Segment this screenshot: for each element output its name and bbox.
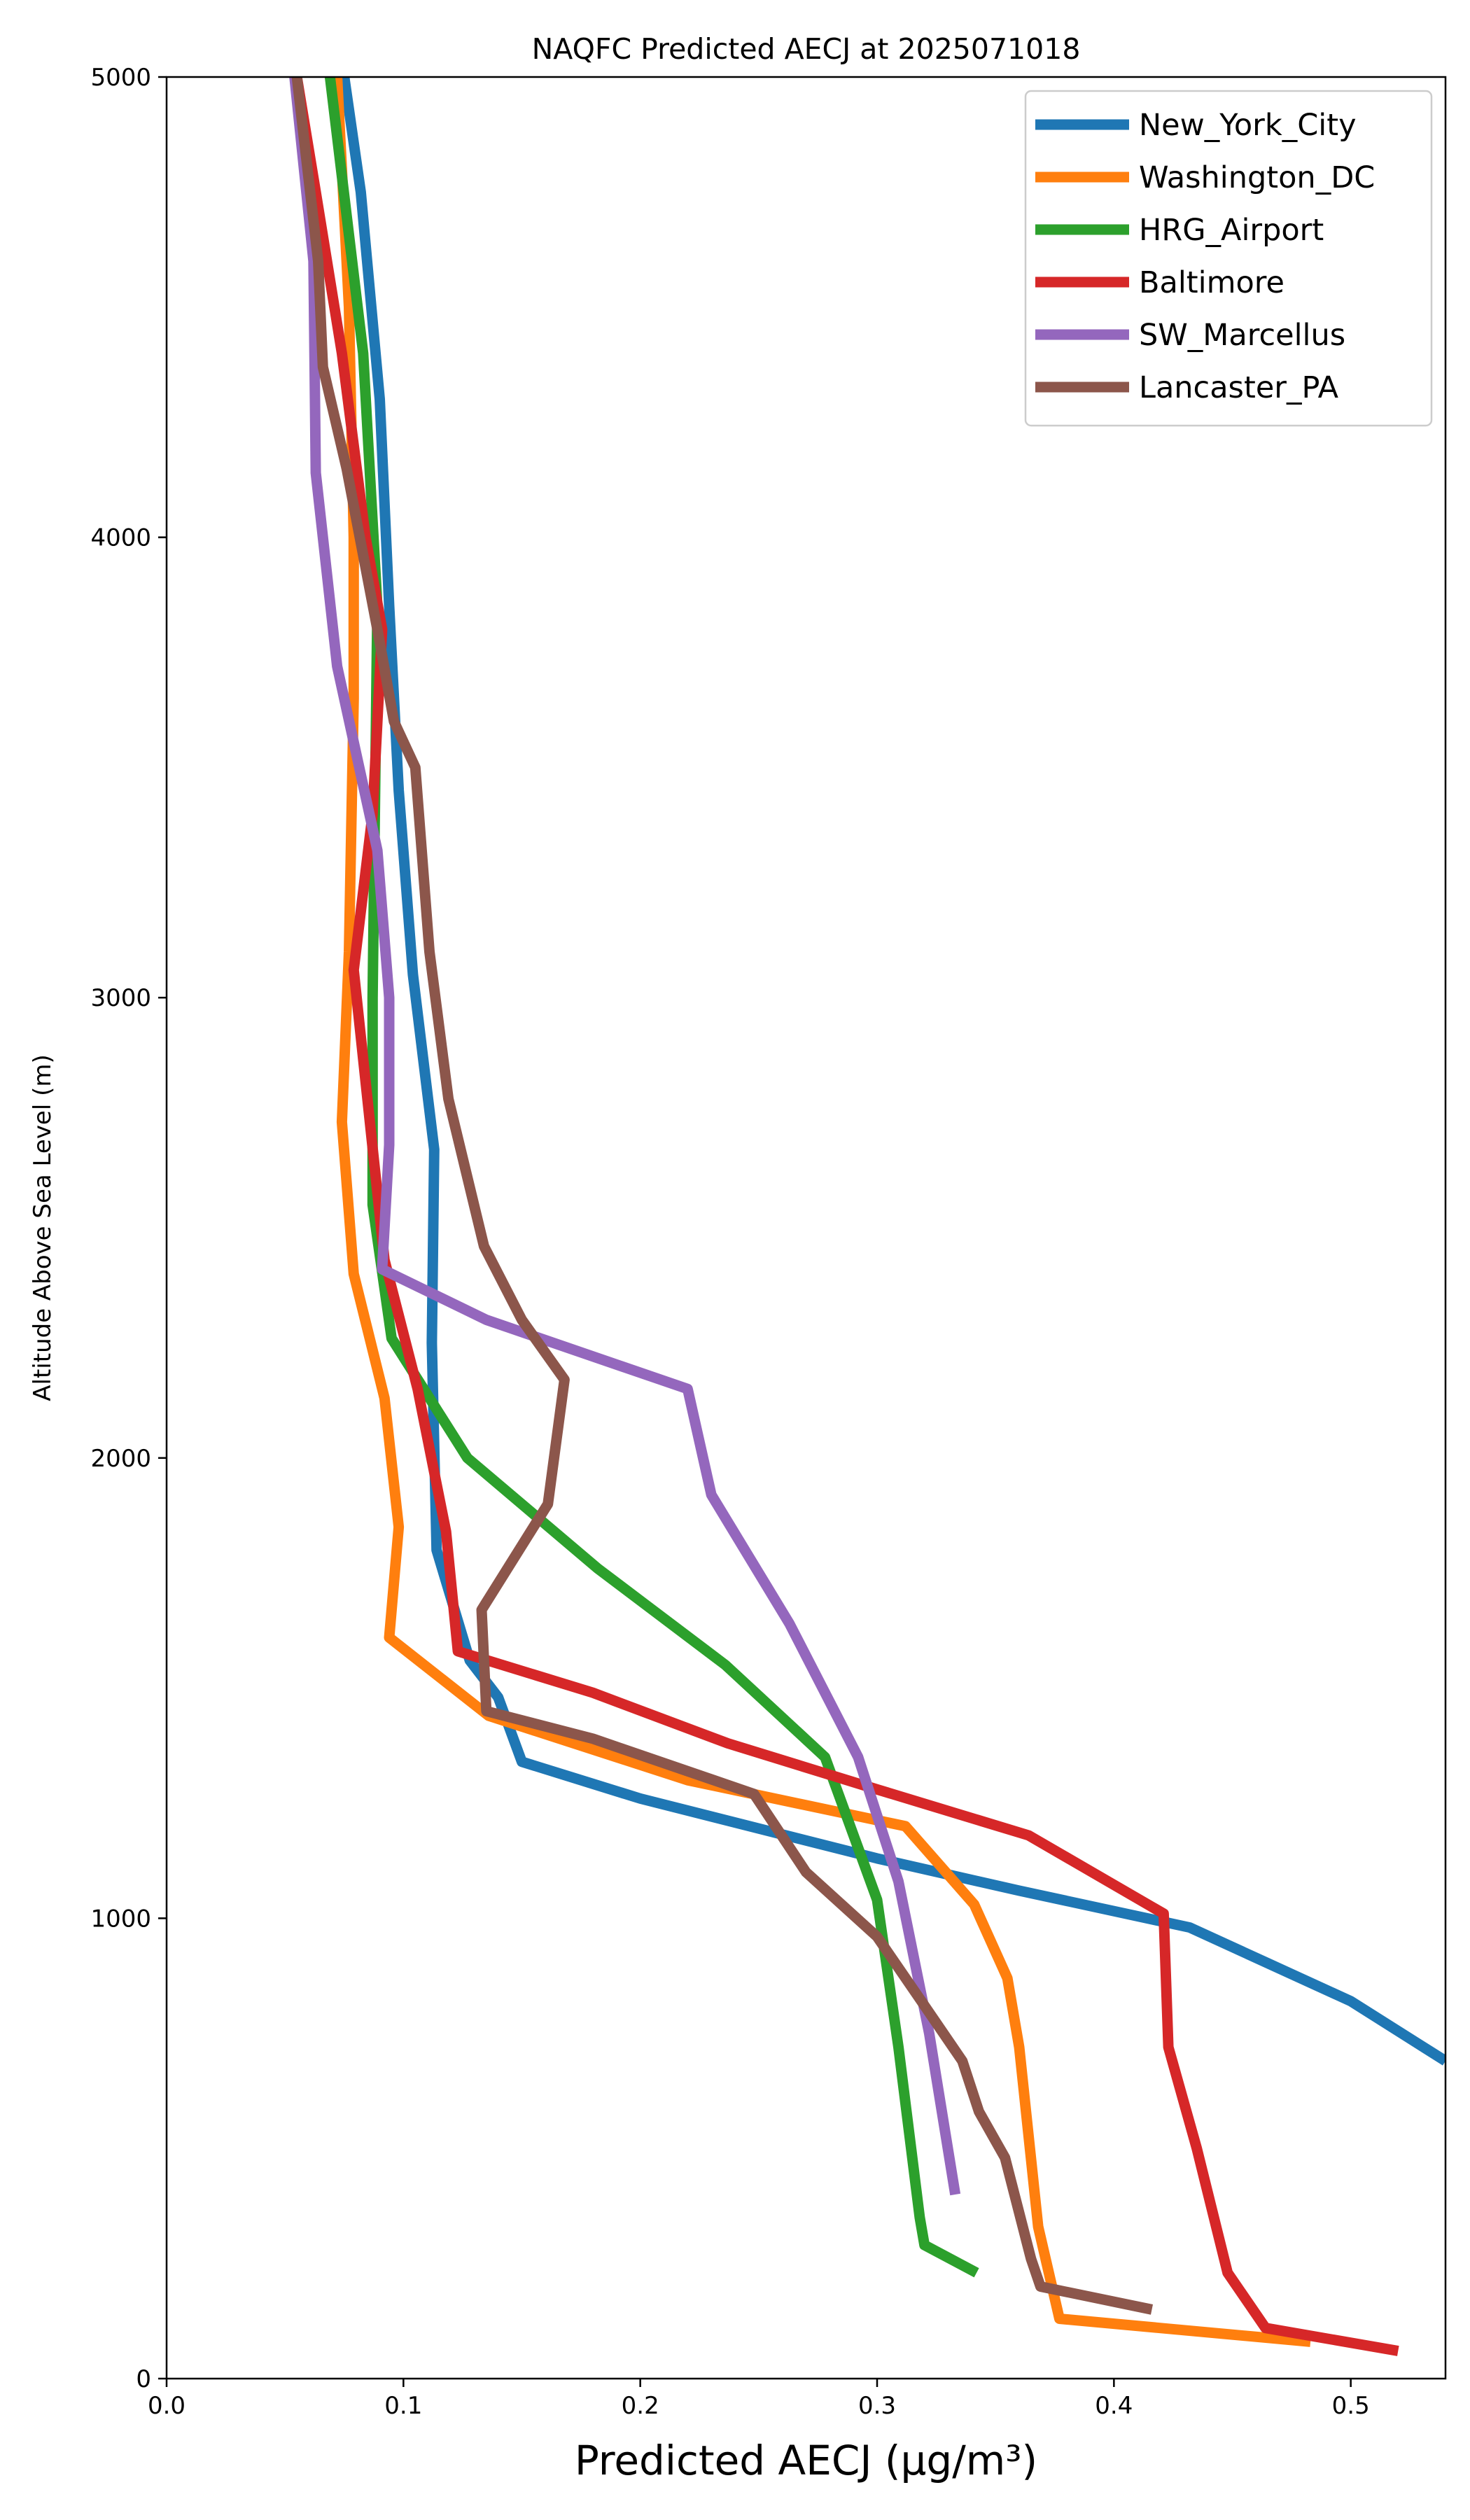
x-axis: 0.0 0.1 0.2 0.3 0.4 0.5 xyxy=(148,2379,1370,2420)
x-tick-label: 0.2 xyxy=(622,2392,659,2420)
legend-label-hrg-airport: HRG_Airport xyxy=(1139,213,1324,248)
y-axis-label: Altitude Above Sea Level (m) xyxy=(29,1054,57,1401)
legend-label-washington-dc: Washington_DC xyxy=(1139,160,1375,195)
series-line-baltimore xyxy=(291,77,1399,2356)
y-tick-label: 3000 xyxy=(90,984,151,1012)
series-line-washington-dc xyxy=(332,77,1311,2347)
y-axis: 0 1000 2000 3000 4000 5000 xyxy=(90,64,167,2393)
series-line-sw-marcellus xyxy=(289,77,961,2196)
x-tick-label: 0.4 xyxy=(1095,2392,1133,2420)
x-axis-label: Predicted AECJ (μg/m³) xyxy=(575,2437,1037,2484)
x-tick-label: 0.5 xyxy=(1332,2392,1370,2420)
legend-label-sw-marcellus: SW_Marcellus xyxy=(1139,318,1345,353)
legend-label-lancaster-pa: Lancaster_PA xyxy=(1139,370,1339,405)
plot-frame xyxy=(165,76,1447,2380)
series-line-lancaster-pa xyxy=(291,77,1154,2315)
legend: New_York_City Washington_DC HRG_Airport Bal… xyxy=(1024,90,1433,427)
legend-label-new-york-city: New_York_City xyxy=(1139,108,1357,143)
y-tick-label: 1000 xyxy=(90,1905,151,1933)
y-tick-label: 2000 xyxy=(90,1445,151,1473)
x-tick-label: 0.1 xyxy=(384,2392,422,2420)
x-tick-label: 0.0 xyxy=(148,2392,186,2420)
y-tick-label: 5000 xyxy=(90,64,151,92)
x-tick-label: 0.3 xyxy=(858,2392,896,2420)
legend-label-baltimore: Baltimore xyxy=(1139,265,1284,300)
y-tick-label: 0 xyxy=(136,2365,151,2393)
y-tick-label: 4000 xyxy=(90,524,151,552)
series-layer xyxy=(289,77,1446,2356)
chart-title: NAQFC Predicted AECJ at 2025071018 xyxy=(532,32,1081,66)
